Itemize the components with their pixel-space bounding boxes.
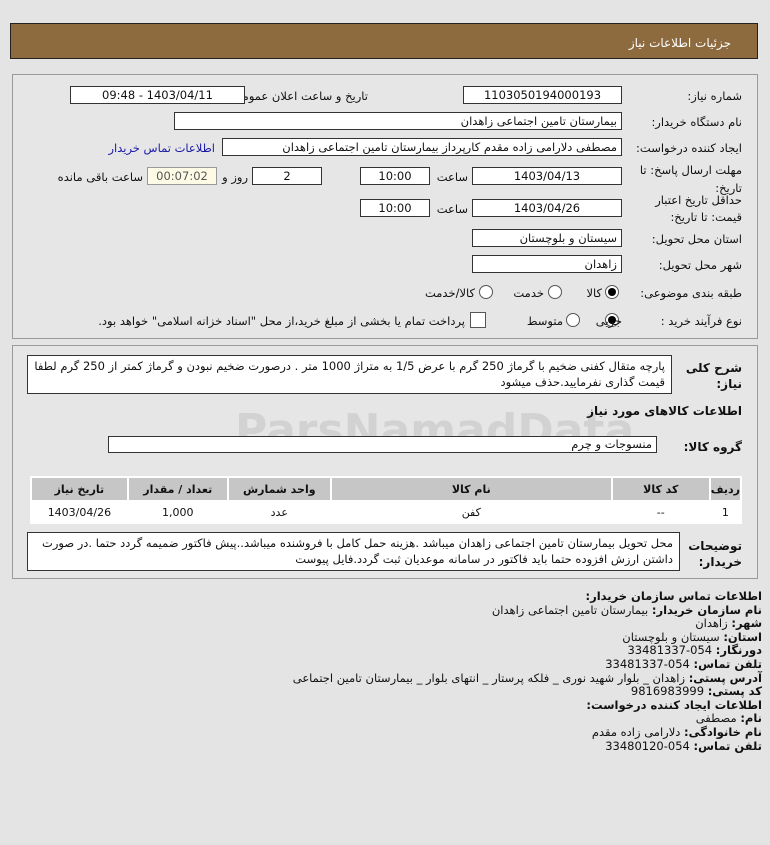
cell-goods-code: --	[612, 502, 709, 522]
days-label: روز و	[222, 170, 248, 184]
buyer-field: بیمارستان تامین اجتماعی زاهدان	[174, 112, 622, 130]
header-unit: واحد شمارش	[228, 478, 330, 500]
category-goods-service-label: کالا/خدمت	[424, 286, 475, 300]
deadline-label: مهلت ارسال پاسخ: تا	[639, 163, 742, 177]
page-title: جزئیات اطلاعات نیاز	[628, 36, 731, 50]
cell-need-date: 1403/04/26	[32, 502, 127, 522]
province-label: استان محل تحویل:	[651, 232, 742, 246]
creator-heading: اطلاعات ایجاد کننده درخواست:	[586, 697, 762, 712]
validity-label-2: قیمت: تا تاریخ:	[670, 210, 742, 224]
deadline-time-field: 10:00	[360, 167, 430, 185]
contact-phone: تلفن تماس: 054-33481337	[605, 656, 762, 671]
table-row: 1 -- کفن عدد 1,000 1403/04/26	[32, 502, 740, 522]
process-radio-minor[interactable]	[605, 313, 619, 327]
city-field: زاهدان	[472, 255, 622, 273]
remaining-time-field: 00:07:02	[147, 167, 217, 185]
description-box: پارچه متقال کفنی ضخیم با گرماژ 250 گرم ب…	[27, 355, 672, 394]
category-radio-goods[interactable]	[605, 285, 619, 299]
buyer-contact-link[interactable]: اطلاعات تماس خریدار	[108, 141, 215, 155]
contact-address: آدرس پستی: زاهدان _ بلوار شهید نوری _ فل…	[292, 670, 762, 685]
header-need-date: تاریخ نیاز	[32, 478, 127, 500]
creator-family: نام خانوادگی: دلارامی زاده مقدم	[591, 724, 762, 739]
announce-field: 1403/04/11 - 09:48	[70, 86, 245, 104]
header-goods-code: کد کالا	[612, 478, 709, 500]
validity-label: حداقل تاریخ اعتبار	[655, 193, 742, 207]
contact-province: استان: سیستان و بلوچستان	[622, 629, 762, 644]
goods-group-label: گروه کالا:	[683, 440, 742, 454]
process-radio-medium[interactable]	[566, 313, 580, 327]
header-quantity: تعداد / مقدار	[128, 478, 227, 500]
contact-fax: دورنگار: 054-33481337	[627, 643, 762, 658]
buyer-label: نام دستگاه خریدار:	[651, 115, 742, 129]
category-label: طبقه بندی موضوعی:	[640, 286, 742, 300]
category-service-label: خدمت	[513, 286, 544, 300]
category-radio-goods-service[interactable]	[479, 285, 493, 299]
validity-time-field: 10:00	[360, 199, 430, 217]
table-header-row: ردیف کد کالا نام کالا واحد شمارش تعداد /…	[32, 478, 740, 500]
creator-phone: تلفن تماس: 054-33480120	[605, 738, 762, 753]
buyer-notes-label: توضیحات خریدار:	[688, 539, 742, 569]
deadline-time-label: ساعت	[436, 170, 468, 184]
creator-field: مصطفی دلارامی زاده مقدم کارپرداز بیمارست…	[222, 138, 622, 156]
remaining-label: ساعت باقی مانده	[57, 170, 143, 184]
need-number-field: 1103050194000193	[463, 86, 622, 104]
cell-goods-name: کفن	[331, 502, 611, 522]
category-goods-label: کالا	[586, 286, 602, 300]
contact-postal-code: کد پستی: 9816983999	[630, 684, 762, 699]
city-label: شهر محل تحویل:	[658, 258, 742, 272]
creator-name: نام: مصطفی	[695, 711, 762, 726]
goods-group-field: منسوجات و چرم	[108, 436, 657, 453]
treasury-payment-note: پرداخت تمام یا بخشی از مبلغ خرید،از محل …	[98, 314, 465, 328]
category-radio-service[interactable]	[548, 285, 562, 299]
process-medium-label: متوسط	[526, 314, 563, 328]
cell-row-number: 1	[710, 502, 740, 522]
contact-heading: اطلاعات تماس سازمان خریدار:	[585, 589, 762, 603]
header-row-number: ردیف	[710, 478, 740, 500]
cell-quantity: 1,000	[128, 502, 227, 522]
province-field: سیستان و بلوچستان	[472, 229, 622, 247]
process-minor-label: جزیی	[595, 314, 622, 328]
header-goods-name: نام کالا	[331, 478, 611, 500]
days-field: 2	[252, 167, 322, 185]
goods-heading: اطلاعات کالاهای مورد نیاز	[587, 404, 742, 418]
validity-date-field: 1403/04/26	[472, 199, 622, 217]
page-header: جزئیات اطلاعات نیاز	[10, 23, 758, 59]
treasury-payment-checkbox[interactable]	[470, 312, 486, 328]
contact-city: شهر: زاهدان	[695, 616, 762, 631]
buyer-notes-box: محل تحویل بیمارستان تامین اجتماعی زاهدان…	[27, 532, 680, 571]
contact-org: نام سازمان خریدار: بیمارستان تامین اجتما…	[491, 602, 762, 617]
contact-section: اطلاعات تماس سازمان خریدار: نام سازمان خ…	[292, 589, 762, 753]
announce-label: تاریخ و ساعت اعلان عمومی:	[229, 89, 368, 103]
validity-time-label: ساعت	[436, 202, 468, 216]
deadline-date-field: 1403/04/13	[472, 167, 622, 185]
description-label: شرح کلی نیاز:	[685, 361, 742, 391]
cell-unit: عدد	[228, 502, 330, 522]
process-label: نوع فرآیند خرید :	[660, 314, 742, 328]
deadline-label-2: تاریخ:	[715, 181, 742, 195]
creator-label: ایجاد کننده درخواست:	[636, 141, 742, 155]
goods-table: ردیف کد کالا نام کالا واحد شمارش تعداد /…	[30, 476, 742, 524]
need-number-label: شماره نیاز:	[687, 89, 742, 103]
